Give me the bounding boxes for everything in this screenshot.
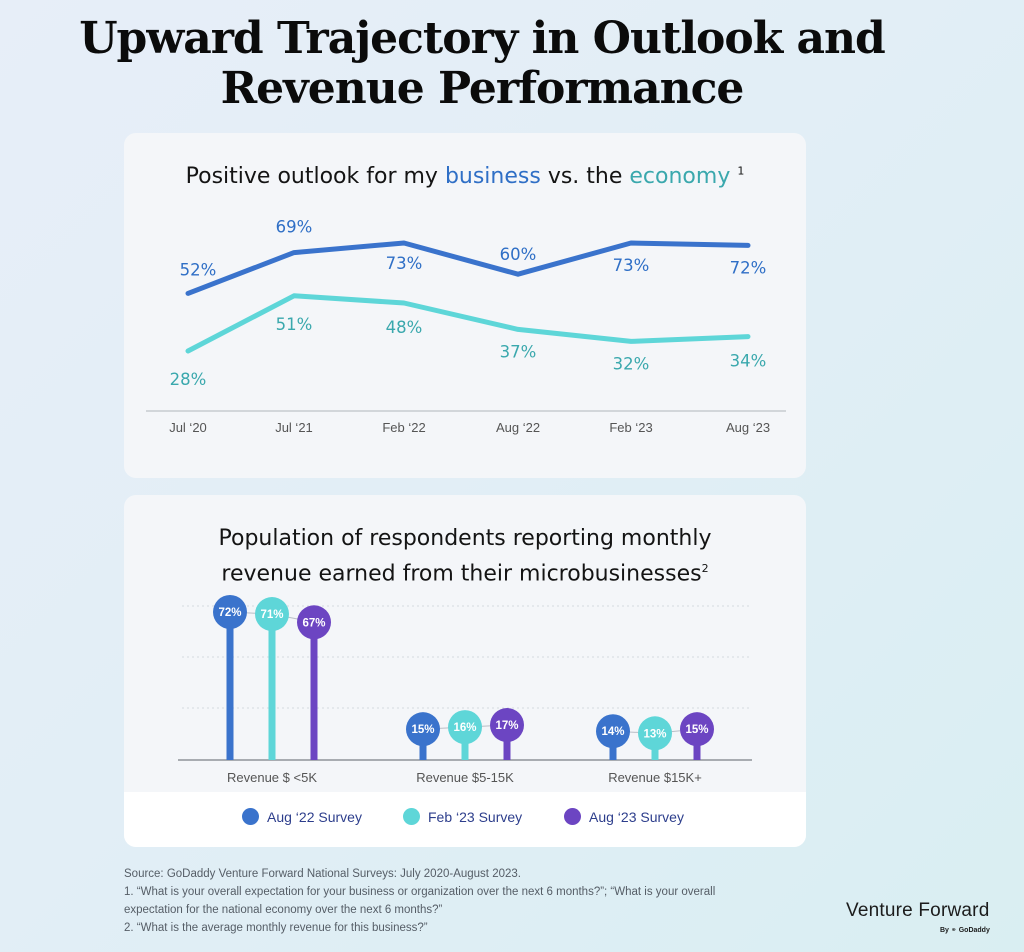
outlook-title-mid: vs. the <box>540 164 630 189</box>
x-tick-label: Jul ‘21 <box>275 420 313 435</box>
bar-head-aug22 <box>406 712 440 747</box>
legend-label-feb23: Feb ‘23 Survey <box>428 809 523 825</box>
outlook-title-economy: economy <box>629 164 731 189</box>
revenue-title-line-2-text: revenue earned from their microbusinesse… <box>221 561 702 587</box>
x-tick-label: Feb ‘23 <box>609 420 652 435</box>
outlook-chart-title: Positive outlook for my business vs. the… <box>124 164 806 189</box>
data-label-business: 73% <box>386 254 423 273</box>
bar-head-aug22 <box>596 714 630 749</box>
page-title: Upward Trajectory in Outlook and Revenue… <box>0 14 964 114</box>
bar-value-label: 71% <box>260 609 283 621</box>
outlook-title-footnote: 1 <box>737 164 745 178</box>
legend-dot-aug23 <box>564 808 581 825</box>
series-line-economy <box>185 293 751 354</box>
legend-label-aug23: Aug ‘23 Survey <box>589 809 684 825</box>
data-label-business: 73% <box>613 256 650 275</box>
data-label-business: 60% <box>500 245 537 264</box>
bar-value-label: 16% <box>453 722 476 734</box>
data-label-business: 72% <box>730 258 767 277</box>
brand-by: By <box>940 927 949 934</box>
chart-legend: Aug ‘22 Survey Feb ‘23 Survey Aug ‘23 Su… <box>124 792 806 847</box>
page-title-line-1: Upward Trajectory in Outlook and <box>79 13 886 64</box>
bar-value-label: 13% <box>643 728 666 740</box>
bar-value-label: 67% <box>302 617 325 629</box>
bar-head-aug22 <box>213 595 247 629</box>
x-tick-label: Aug ‘23 <box>726 420 770 435</box>
outlook-title-pre: Positive outlook for my <box>185 164 445 189</box>
revenue-bar-chart: Revenue $ <5K Revenue $5-15K Revenue $15K+… <box>178 595 752 785</box>
bar-head-aug23 <box>680 712 714 747</box>
revenue-chart-card: Population of respondents reporting mont… <box>124 495 806 847</box>
series-line-business <box>185 240 751 296</box>
brand-company: GoDaddy <box>958 927 990 934</box>
bar-head-feb23 <box>638 716 672 751</box>
x-tick-label: Aug ‘22 <box>496 420 540 435</box>
revenue-title-line-2: revenue earned from their microbusinesse… <box>124 554 806 589</box>
category-label: Revenue $15K+ <box>608 770 702 785</box>
brand-logo-icon: ⚭ <box>950 927 957 934</box>
category-label: Revenue $ <5K <box>227 770 317 785</box>
data-label-business: 52% <box>180 260 217 279</box>
data-label-economy: 51% <box>276 315 313 334</box>
outlook-chart-card: Positive outlook for my business vs. the… <box>124 133 806 478</box>
bar-head-aug23 <box>490 708 524 743</box>
bar-value-label: 72% <box>218 607 241 619</box>
source-line-3: expectation for the national economy ove… <box>124 904 443 916</box>
bar-head-aug23 <box>297 605 331 640</box>
legend-dot-feb23 <box>403 808 420 825</box>
data-label-economy: 28% <box>170 370 207 389</box>
bar-value-label: 15% <box>685 724 708 736</box>
bar-head-feb23 <box>255 597 289 632</box>
data-label-economy: 48% <box>386 318 423 337</box>
outlook-title-business: business <box>444 164 541 189</box>
bar-value-label: 17% <box>495 720 518 732</box>
bar-value-label: 15% <box>411 724 434 736</box>
bar-head-feb23 <box>448 710 482 745</box>
page-title-line-2: Revenue Performance <box>220 63 745 114</box>
x-tick-label: Feb ‘22 <box>382 420 425 435</box>
legend-label-aug22: Aug ‘22 Survey <box>267 809 362 825</box>
source-line-4: 2. “What is the average monthly revenue … <box>124 922 428 934</box>
data-label-economy: 37% <box>500 342 537 361</box>
data-label-economy: 32% <box>613 354 650 373</box>
legend-dot-aug22 <box>242 808 259 825</box>
brand-name: Venture Forward <box>846 900 990 921</box>
source-line-1: Source: GoDaddy Venture Forward National… <box>124 868 521 880</box>
data-label-economy: 34% <box>730 352 767 371</box>
revenue-chart-title: Population of respondents reporting mont… <box>124 524 806 589</box>
outlook-line-chart: Jul ‘20 Jul ‘21 Feb ‘22 Aug ‘22 Feb ‘23 Aug ‘… <box>146 218 786 435</box>
category-label: Revenue $5-15K <box>416 770 514 785</box>
bar-value-label: 14% <box>601 726 624 738</box>
revenue-title-footnote: 2 <box>701 562 709 575</box>
source-notes: Source: GoDaddy Venture Forward National… <box>124 865 824 937</box>
x-tick-label: Jul ‘20 <box>169 420 207 435</box>
revenue-title-line-1: Population of respondents reporting mont… <box>218 526 712 551</box>
data-label-business: 69% <box>276 218 313 237</box>
source-line-2: 1. “What is your overall expectation for… <box>124 886 716 898</box>
brand-byline: By ⚭ GoDaddy <box>940 926 990 934</box>
